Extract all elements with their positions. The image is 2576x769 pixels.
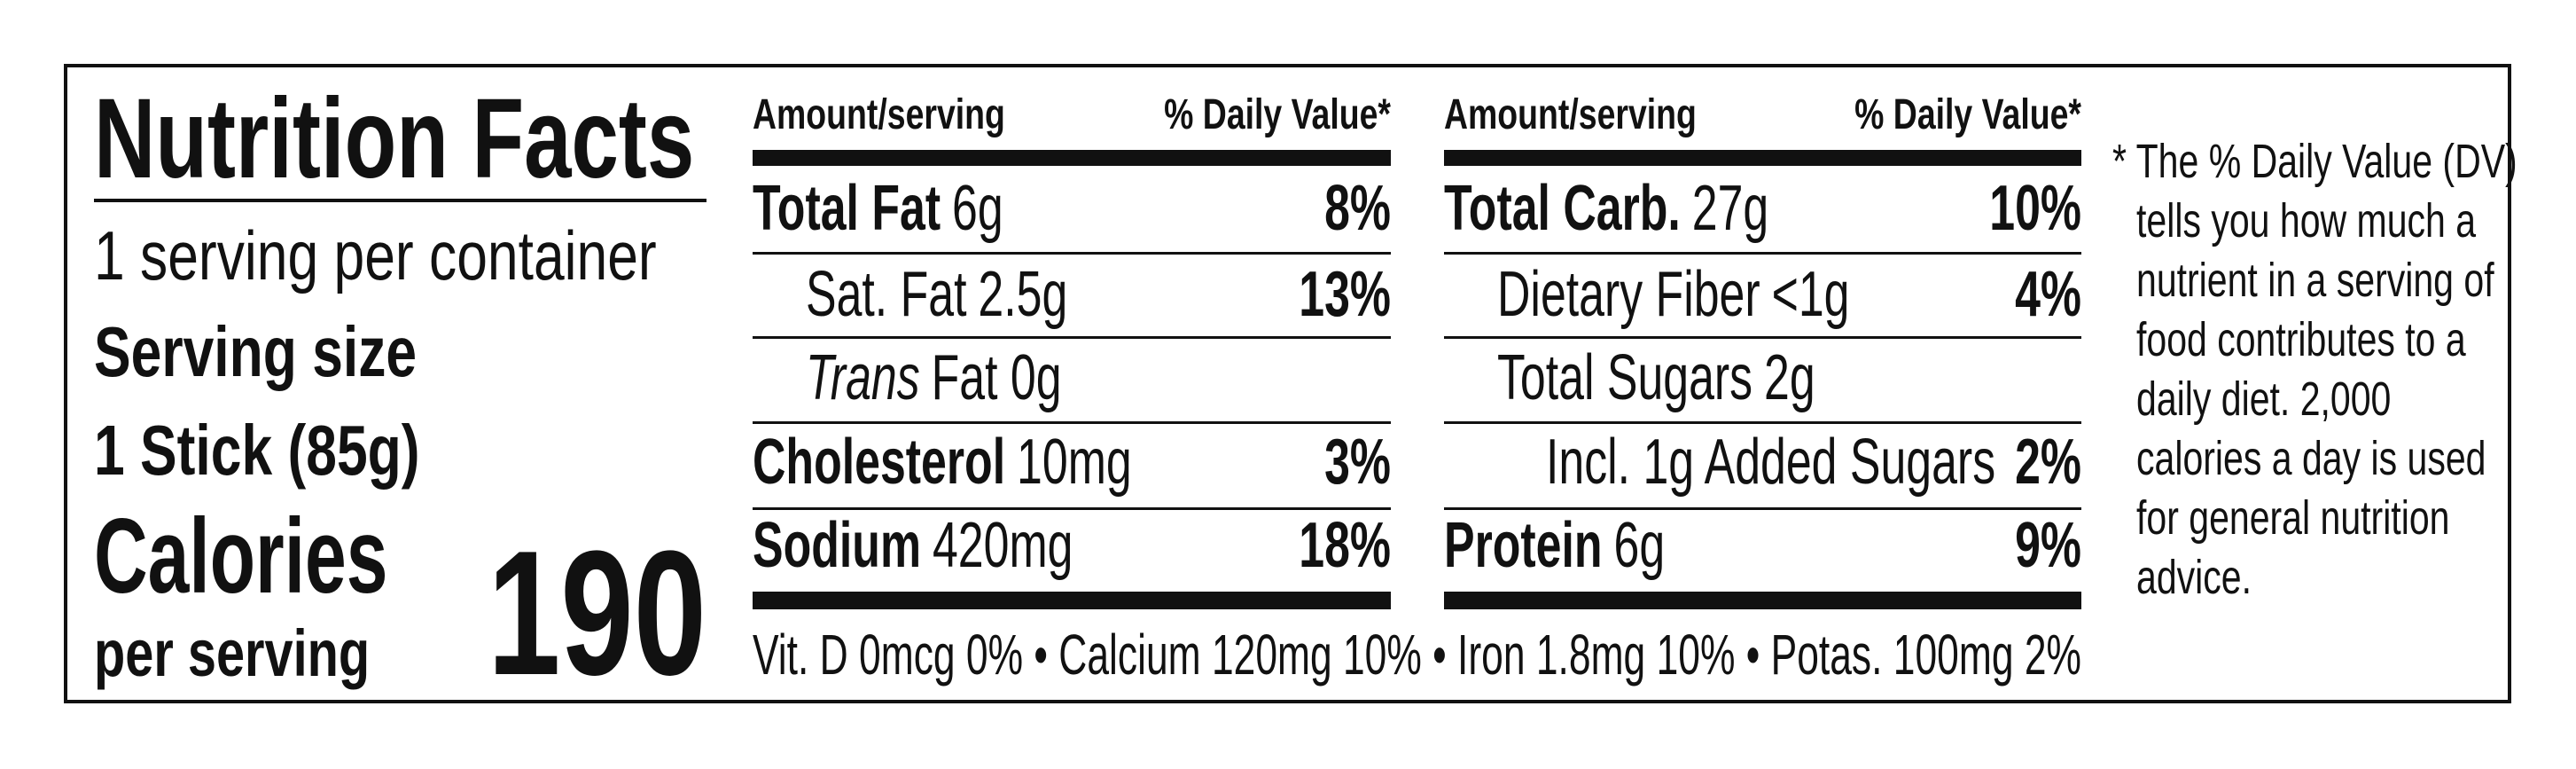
nutrient-row: Incl. 1g Added Sugars [1546,427,1995,498]
nutrient-row: Sat. Fat 2.5g [806,259,1067,330]
footnote-line: for general nutrition [2136,492,2449,545]
daily-value: 10% [1989,173,2081,244]
daily-value: 2% [2015,427,2081,498]
row-rule [1444,336,2081,339]
footnote-line: * The % Daily Value (DV) [2112,136,2517,189]
thick-rule [1444,592,2081,609]
row-rule [1444,252,2081,255]
nutrient-name: Total Sugars [1497,342,1752,413]
footnote-line: calories a day is used [2136,433,2486,486]
row-rule [753,336,1391,339]
calories-value: 190 [488,514,706,712]
nutrient-amount: 420mg [933,510,1073,581]
nutrient-amount: 6g [1613,510,1665,581]
row-rule [753,421,1391,424]
nutrient-row: Protein 6g [1444,510,1665,581]
nutrient-row: Total Sugars 2g [1497,342,1815,413]
nutrient-row: Total Fat 6g [753,173,1003,244]
nutrient-amount: 2g [1764,342,1815,413]
nutrient-amount: 10mg [1017,427,1132,498]
thick-rule [753,592,1391,609]
serving-size: 1 Stick (85g) [94,412,420,490]
amount-header: Amount/serving [1444,91,1697,139]
nutrient-name: Sodium [753,510,921,581]
daily-value: 9% [2015,510,2081,581]
servings: 1 serving per container [94,216,657,294]
footnote-line: daily diet. 2,000 [2136,373,2391,427]
footnote-line: food contributes to a [2136,314,2466,367]
row-rule [753,507,1391,510]
footnote-line: nutrient in a serving of [2136,255,2494,308]
nutrient-row: Sodium 420mg [753,510,1073,581]
row-rule [1444,507,2081,510]
daily-value: 8% [1324,173,1391,244]
title: Nutrition Facts [94,75,694,202]
nutrient-name: Incl. 1g Added Sugars [1546,427,1995,498]
nutrient-row: Dietary Fiber <1g [1497,259,1850,330]
nutrient-name: Cholesterol [753,427,1005,498]
calories-sub: per serving [94,617,370,691]
serving-size-label: Serving size [94,313,417,392]
nutrient-name: Dietary Fiber [1497,259,1760,330]
nutrient-row: Total Carb. 27g [1444,173,1768,244]
row-rule [1444,421,2081,424]
nutrient-amount: 2.5g [978,259,1067,330]
nutrient-amount: Fat 0g [932,342,1062,413]
daily-value: 3% [1324,427,1391,498]
title-rule [94,199,706,202]
daily-value: 4% [2015,259,2081,330]
nutrient-name: Sat. Fat [806,259,966,330]
nutrient-row: Cholesterol 10mg [753,427,1132,498]
nutrient-amount: 6g [952,173,1003,244]
nutrient-amount: 27g [1692,173,1768,244]
footnote-line: advice. [2136,552,2252,605]
daily-value: 18% [1299,510,1391,581]
nutrient-name: Protein [1444,510,1603,581]
thick-rule [753,150,1391,166]
dv-header: % Daily Value* [1164,91,1391,139]
daily-value: 13% [1299,259,1391,330]
dv-header: % Daily Value* [1854,91,2081,139]
vitamins-minerals: Vit. D 0mcg 0% • Calcium 120mg 10% • Iro… [753,623,2081,687]
row-rule [753,252,1391,255]
nutrient-name: Total Carb. [1444,173,1681,244]
thick-rule [1444,150,2081,166]
amount-header: Amount/serving [753,91,1005,139]
footnote-line: tells you how much a [2136,195,2476,248]
calories-label: Calories [94,496,387,615]
nutrient-name: Total Fat [753,173,941,244]
nutrient-row: Trans Fat 0g [806,342,1062,413]
nutrient-amount: <1g [1772,259,1850,330]
nutrient-name: Trans [806,342,920,413]
